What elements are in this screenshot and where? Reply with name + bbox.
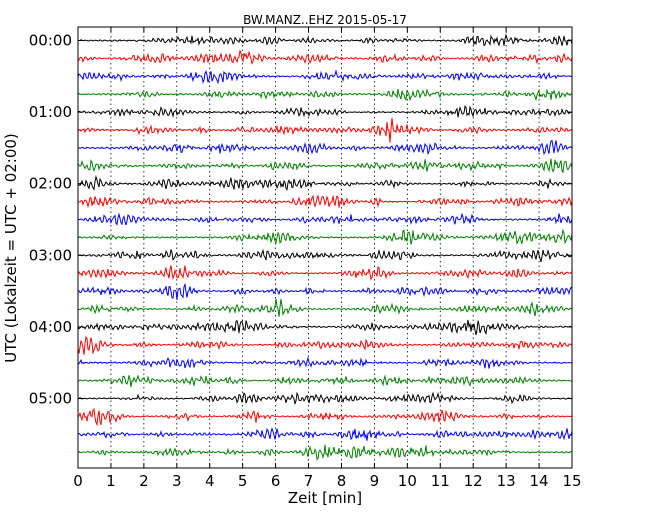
trace-row-16 <box>77 319 573 336</box>
x-tick-label: 2 <box>139 472 149 490</box>
x-tick-label: 3 <box>172 472 182 490</box>
x-tick-label: 11 <box>431 472 450 490</box>
x-tick-label: 14 <box>530 472 549 490</box>
x-tick-label: 15 <box>562 472 581 490</box>
trace-row-9 <box>77 194 573 209</box>
trace-row-10 <box>77 212 573 226</box>
y-axis-label: UTC (Lokalzeit = UTC + 02:00) <box>2 133 20 363</box>
x-tick-label: 6 <box>271 472 281 490</box>
trace-row-21 <box>77 407 573 427</box>
y-tick-label: 01:00 <box>29 103 72 121</box>
x-tick-label: 4 <box>205 472 215 490</box>
traces <box>77 33 573 461</box>
x-tick-label: 1 <box>106 472 116 490</box>
trace-row-12 <box>77 248 573 262</box>
trace-row-17 <box>77 335 573 355</box>
trace-row-1 <box>77 50 573 65</box>
trace-row-5 <box>77 117 573 143</box>
trace-row-22 <box>77 427 573 441</box>
chart-title: BW.MANZ..EHZ 2015-05-17 <box>243 13 407 27</box>
y-tick-label: 05:00 <box>29 390 72 408</box>
trace-row-20 <box>77 391 573 405</box>
y-tick-label: 04:00 <box>29 318 72 336</box>
trace-row-3 <box>77 88 573 102</box>
trace-row-0 <box>77 33 573 47</box>
trace-row-15 <box>77 298 573 317</box>
trace-row-19 <box>77 374 573 388</box>
x-tick-label: 9 <box>370 472 380 490</box>
plot-frame <box>77 26 573 469</box>
trace-row-13 <box>77 265 573 281</box>
trace-row-2 <box>77 69 573 85</box>
x-tick-label: 5 <box>238 472 248 490</box>
x-tick-label: 13 <box>497 472 516 490</box>
y-tick-label: 02:00 <box>29 175 72 193</box>
trace-row-18 <box>77 356 573 369</box>
y-axis: 00:00 01:00 02:00 03:00 04:00 05:00 <box>29 32 572 408</box>
y-tick-label: 00:00 <box>29 32 72 50</box>
y-tick-label: 03:00 <box>29 246 72 264</box>
trace-row-11 <box>77 228 573 245</box>
x-tick-label: 8 <box>337 472 347 490</box>
trace-row-23 <box>77 444 573 461</box>
grid <box>110 27 540 468</box>
trace-row-14 <box>77 282 573 300</box>
trace-row-6 <box>77 139 573 156</box>
trace-row-8 <box>77 175 573 191</box>
x-tick-label: 10 <box>398 472 417 490</box>
trace-row-4 <box>77 105 573 119</box>
trace-row-7 <box>77 158 573 174</box>
x-axis-label: Zeit [min] <box>288 489 362 507</box>
x-tick-label: 0 <box>73 472 83 490</box>
x-axis: 0 1 2 3 4 5 6 7 8 9 10 11 12 13 14 15 <box>73 27 582 490</box>
x-tick-label: 7 <box>304 472 314 490</box>
x-tick-label: 12 <box>464 472 483 490</box>
